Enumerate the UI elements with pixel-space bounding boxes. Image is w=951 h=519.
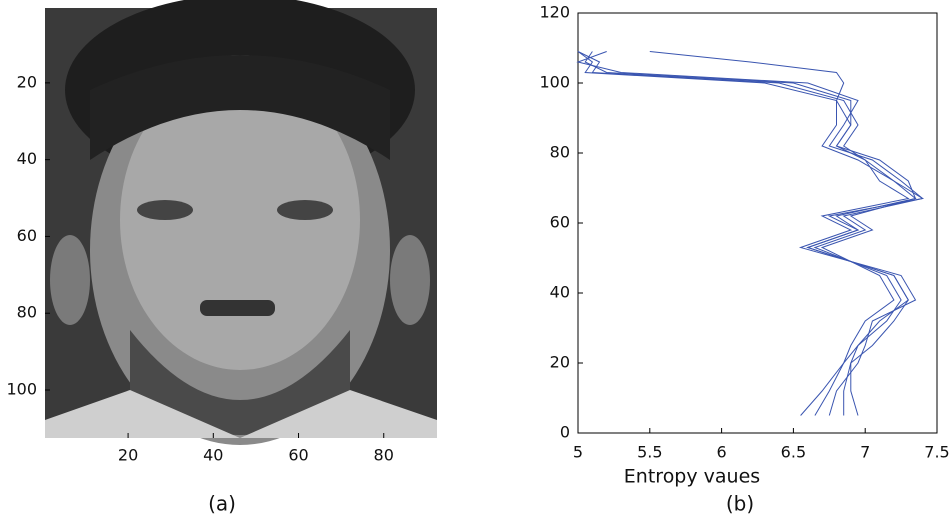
x-tick-label: 20 <box>118 446 138 465</box>
y-tick-label: 20 <box>550 353 570 372</box>
series-line <box>576 51 924 416</box>
x-axis-label: Entropy vaues <box>624 466 760 488</box>
y-tick-label: 40 <box>17 149 37 168</box>
x-tick-label: 80 <box>374 446 394 465</box>
x-tick-label: 60 <box>288 446 308 465</box>
y-tick-label: 20 <box>17 72 37 91</box>
series-line <box>649 51 924 416</box>
x-tick-label: 6 <box>717 443 727 462</box>
plot-frame <box>577 12 938 434</box>
y-tick-label: 80 <box>17 303 37 322</box>
y-tick-label: 120 <box>539 3 570 22</box>
x-tick-label: 7.5 <box>924 443 949 462</box>
x-tick-label: 40 <box>203 446 223 465</box>
y-tick-label: 100 <box>539 73 570 92</box>
series-line <box>577 51 917 416</box>
caption: (a) <box>208 492 236 516</box>
caption: (b) <box>726 492 754 516</box>
y-tick-label: 100 <box>6 380 37 399</box>
x-tick-label: 5 <box>573 443 583 462</box>
y-tick-label: 40 <box>550 283 570 302</box>
y-tick-label: 80 <box>550 143 570 162</box>
x-tick-label: 5.5 <box>637 443 662 462</box>
x-tick-label: 6.5 <box>781 443 806 462</box>
series-line <box>577 51 917 416</box>
y-tick-label: 60 <box>17 226 37 245</box>
y-tick-label: 0 <box>560 423 570 442</box>
y-tick-label: 60 <box>550 213 570 232</box>
series-line <box>584 51 917 416</box>
face-image <box>45 0 437 445</box>
x-tick-label: 7 <box>860 443 870 462</box>
